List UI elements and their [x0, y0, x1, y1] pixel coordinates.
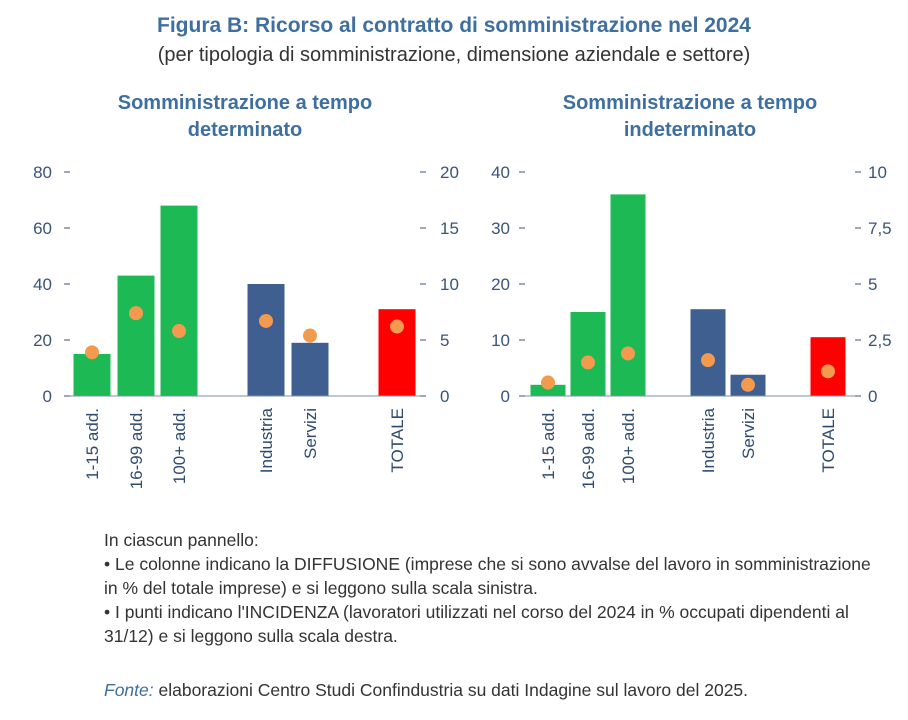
- dot-ind-2: [621, 346, 635, 361]
- bar-ind-3: [690, 309, 726, 396]
- left-tick-label-det: 20: [33, 331, 52, 350]
- source-label: Fonte:: [104, 680, 154, 700]
- dot-ind-5: [821, 364, 835, 379]
- notes-bullet-incidenza: • I punti indicano l'INCIDENZA (lavorato…: [104, 602, 849, 646]
- left-tick-label-det: 0: [43, 387, 52, 406]
- right-tick-label-ind: 7,5: [868, 219, 892, 238]
- panel-title-determinato: Somministrazione a tempo determinato: [117, 92, 373, 141]
- dot-ind-4: [741, 377, 755, 392]
- right-tick-label-ind: 2,5: [868, 331, 892, 350]
- source-note: Fonte: elaborazioni Centro Studi Confind…: [104, 680, 748, 701]
- left-tick-label-det: 60: [33, 219, 52, 238]
- category-label-ind-3: Industria: [699, 407, 718, 473]
- bar-det-2: [160, 205, 198, 396]
- category-label-ind-0: 1-15 add.: [539, 408, 558, 480]
- dot-det-5: [390, 319, 404, 334]
- category-label-ind-2: 100+ add.: [619, 408, 638, 484]
- dot-ind-0: [541, 375, 555, 390]
- dot-ind-3: [701, 353, 715, 368]
- left-tick-label-ind: 0: [501, 387, 510, 406]
- category-label-det-4: Servizi: [301, 408, 320, 459]
- right-tick-label-det: 10: [440, 275, 459, 294]
- bar-ind-2: [610, 194, 646, 396]
- notes-bullet-diffusione: • Le colonne indicano la DIFFUSIONE (imp…: [104, 554, 871, 598]
- category-label-det-1: 16-99 add.: [127, 408, 146, 489]
- right-tick-label-det: 5: [440, 331, 449, 350]
- source-text: elaborazioni Centro Studi Confindustria …: [153, 680, 749, 700]
- category-label-det-2: 100+ add.: [170, 408, 189, 484]
- combo-charts: 0 0 20 5 40 10 60 15 80 20 1-15 add. 16-99 add. 100+…: [33, 163, 892, 489]
- dot-det-2: [172, 324, 186, 339]
- panel-title-indeterminato: Somministrazione a tempo indeterminato: [562, 92, 818, 141]
- figure-subtitle: (per tipologia di somministrazione, dime…: [157, 44, 751, 66]
- left-tick-label-det: 80: [33, 163, 52, 182]
- dot-det-4: [303, 328, 317, 343]
- notes-intro: In ciascun pannello:: [104, 530, 259, 550]
- dot-det-3: [259, 313, 273, 328]
- bar-ind-0: [530, 384, 566, 396]
- chart-notes: In ciascun pannello: • Le colonne indica…: [104, 528, 884, 648]
- left-tick-label-ind: 40: [491, 163, 510, 182]
- right-tick-label-ind: 10: [868, 163, 887, 182]
- bar-ind-1: [570, 312, 606, 396]
- left-tick-label-ind: 10: [491, 331, 510, 350]
- bar-det-4: [291, 342, 329, 396]
- figure-title: Figura B: Ricorso al contratto di sommin…: [157, 14, 751, 37]
- dot-det-1: [129, 306, 143, 321]
- left-tick-label-ind: 30: [491, 219, 510, 238]
- right-tick-label-det: 20: [440, 163, 459, 182]
- category-label-det-5: TOTALE: [388, 408, 407, 473]
- bar-det-0: [73, 354, 111, 396]
- right-tick-label-det: 15: [440, 219, 459, 238]
- category-label-ind-1: 16-99 add.: [579, 408, 598, 489]
- dot-ind-1: [581, 355, 595, 370]
- category-label-ind-5: TOTALE: [819, 408, 838, 473]
- dot-det-0: [85, 345, 99, 360]
- bar-det-3: [247, 284, 285, 396]
- category-label-ind-4: Servizi: [739, 408, 758, 459]
- right-tick-label-det: 0: [440, 387, 449, 406]
- left-tick-label-det: 40: [33, 275, 52, 294]
- right-tick-label-ind: 5: [868, 275, 877, 294]
- left-tick-label-ind: 20: [491, 275, 510, 294]
- category-label-det-3: Industria: [257, 407, 276, 473]
- category-label-det-0: 1-15 add.: [83, 408, 102, 480]
- right-tick-label-ind: 0: [868, 387, 877, 406]
- bar-det-1: [117, 275, 155, 396]
